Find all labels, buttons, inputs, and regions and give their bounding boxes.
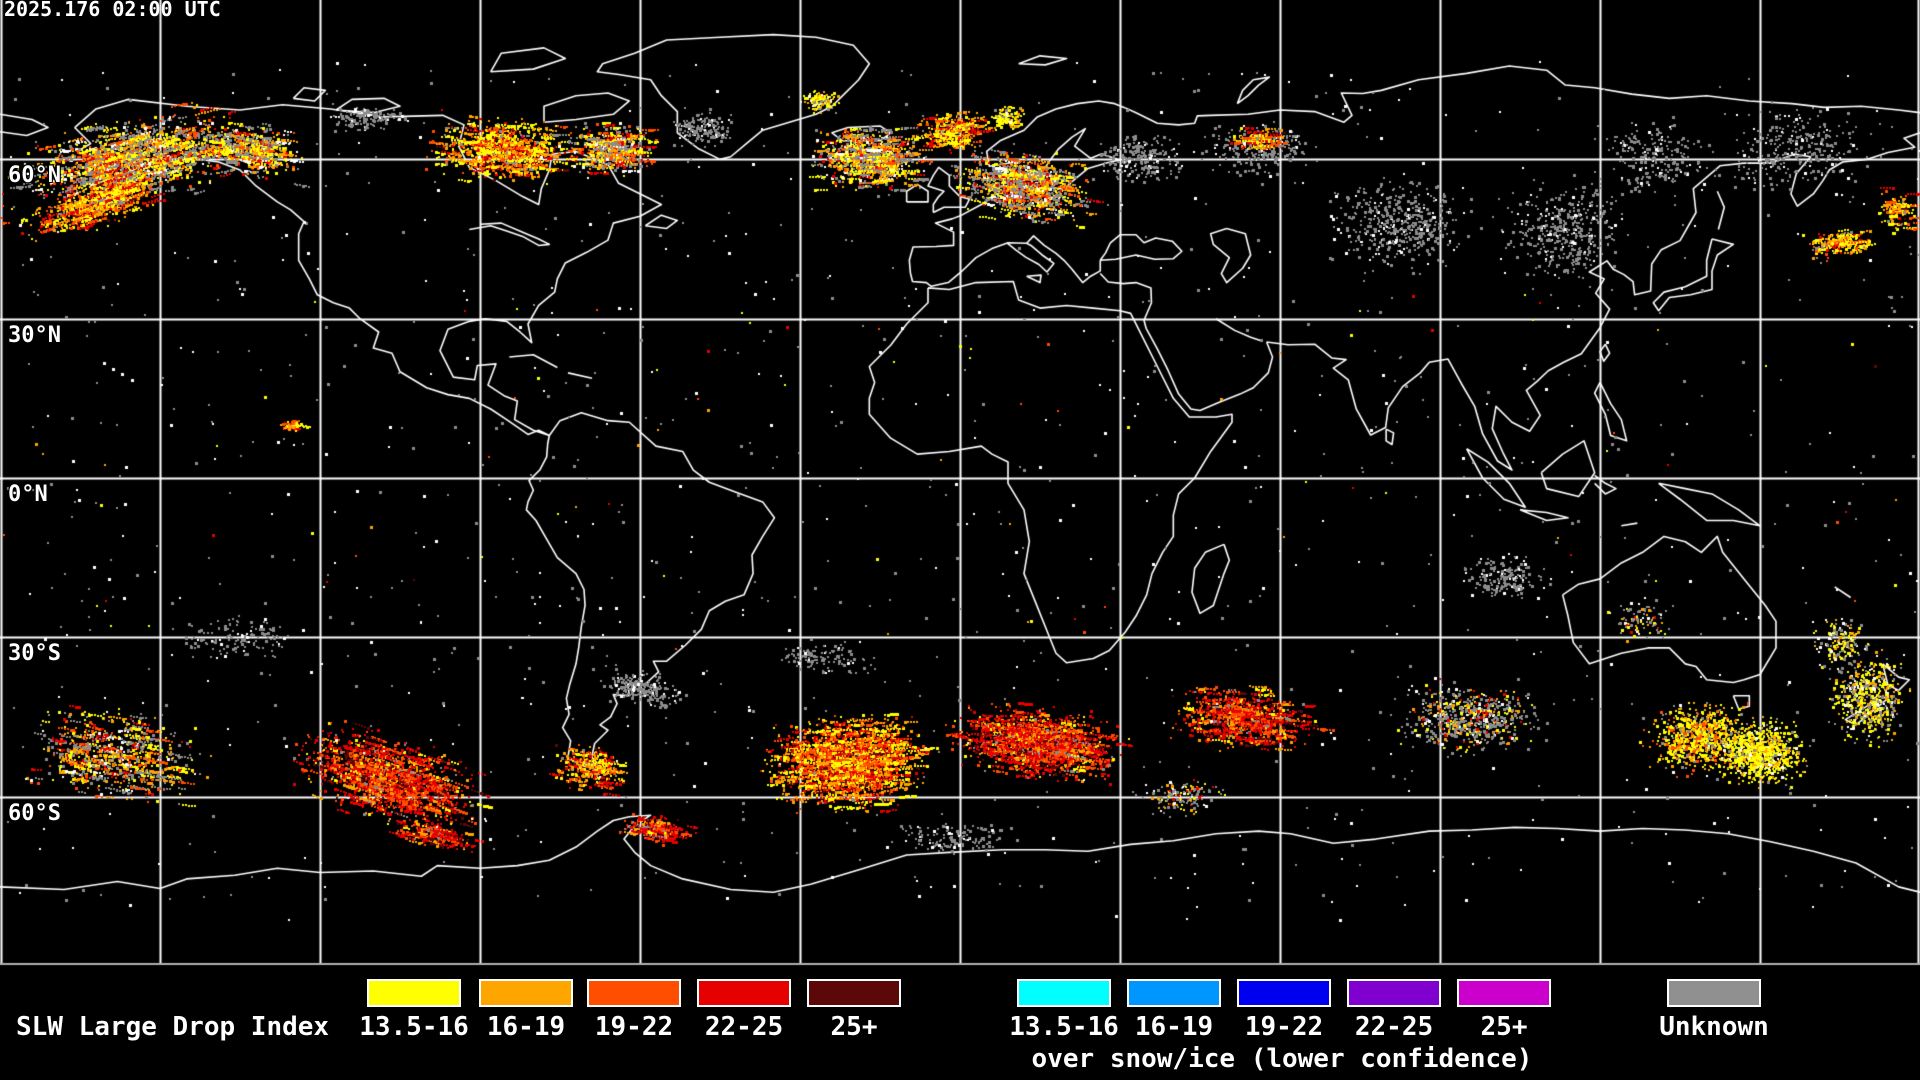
legend-item-label: 19-22	[594, 1012, 674, 1042]
legend-swatch-13.5-16	[1017, 979, 1111, 1007]
legend-item-label: 25+	[1480, 1012, 1528, 1042]
legend-item-label: 22-25	[1354, 1012, 1434, 1042]
legend-item-label: 16-19	[486, 1012, 566, 1042]
legend-swatch-16-19	[479, 979, 573, 1007]
legend-title: SLW Large Drop Index	[16, 1012, 330, 1042]
legend-swatch-19-22	[587, 979, 681, 1007]
latitude-label: 30°N	[8, 323, 61, 348]
legend-swatch-25-	[1457, 979, 1551, 1007]
legend-item-label: 25+	[830, 1012, 878, 1042]
legend-item-label: Unknown	[1659, 1012, 1769, 1042]
legend-swatch-22-25	[697, 979, 791, 1007]
timestamp-label: 2025.176 02:00 UTC	[4, 0, 221, 21]
latitude-label: 0°N	[8, 482, 48, 507]
legend-item-label: 16-19	[1134, 1012, 1214, 1042]
legend-swatch-13.5-16	[367, 979, 461, 1007]
legend-item-label: 22-25	[704, 1012, 784, 1042]
legend-item-label: 19-22	[1244, 1012, 1324, 1042]
legend-swatch-Unknown	[1667, 979, 1761, 1007]
legend-snowice-caption: over snow/ice (lower confidence)	[1031, 1044, 1533, 1074]
legend-swatch-19-22	[1237, 979, 1331, 1007]
latitude-label: 60°N	[8, 163, 61, 188]
legend-swatch-25-	[807, 979, 901, 1007]
latitude-label: 60°S	[8, 801, 61, 826]
latitude-label: 30°S	[8, 641, 61, 666]
legend-item-label: 13.5-16	[359, 1012, 469, 1042]
legend-item-label: 13.5-16	[1009, 1012, 1119, 1042]
legend-swatch-16-19	[1127, 979, 1221, 1007]
world-map-canvas	[0, 0, 1920, 966]
legend-swatch-22-25	[1347, 979, 1441, 1007]
